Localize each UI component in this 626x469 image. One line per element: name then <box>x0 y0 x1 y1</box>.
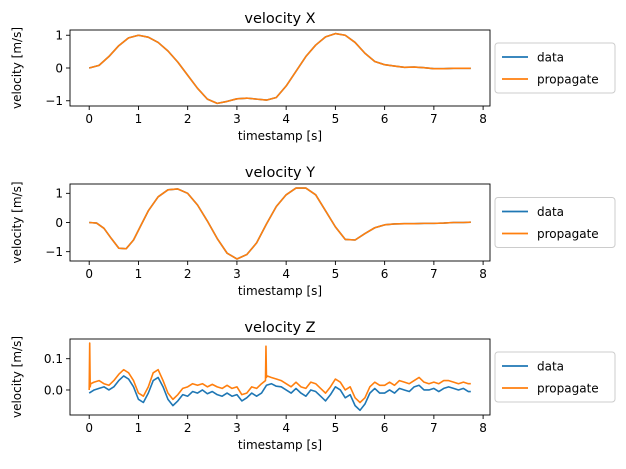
subplot-velocity-y: 0 1 2 3 4 5 6 7 8 −1 0 1 velocity Y timestamp [s] velo… <box>10 165 616 298</box>
x-tick-label: 6 <box>381 421 389 435</box>
x-tick-label: 3 <box>233 421 241 435</box>
y-axis-label: velocity [m/s] <box>10 181 24 263</box>
legend-box <box>494 351 616 403</box>
x-tick-label: 8 <box>479 112 487 126</box>
legend: data propagate <box>494 42 616 94</box>
y-axis-label: velocity [m/s] <box>10 27 24 109</box>
subplot-velocity-x: 0 1 2 3 4 5 6 7 8 −1 0 1 velocity X timestamp [s] velo… <box>10 11 616 143</box>
x-tick-label: 2 <box>184 421 192 435</box>
axes-frame <box>69 183 491 262</box>
legend: data propagate <box>494 351 616 403</box>
y-tick-label: 0 <box>55 61 63 75</box>
chart-title: velocity Z <box>244 320 315 336</box>
x-tick-label: 8 <box>479 421 487 435</box>
x-tick-label: 7 <box>430 421 438 435</box>
x-tick-label: 7 <box>430 267 438 281</box>
y-tick-label: 1 <box>55 29 63 43</box>
x-tick-label: 4 <box>282 421 290 435</box>
subplot-velocity-z: 0 1 2 3 4 5 6 7 8 0.0 0.1 velocity Z timestamp [s] ve… <box>10 320 616 452</box>
y-tick-label: 0 <box>55 216 63 230</box>
x-tick-label: 1 <box>135 421 143 435</box>
axes-frame <box>69 338 491 416</box>
legend-label-propagate: propagate <box>537 72 599 86</box>
x-axis-label: timestamp [s] <box>238 438 322 452</box>
x-tick-label: 1 <box>135 267 143 281</box>
x-tick-label: 4 <box>282 112 290 126</box>
chart-title: velocity X <box>244 11 315 27</box>
series-line-data <box>88 375 471 412</box>
x-tick-label: 3 <box>233 267 241 281</box>
x-tick-label: 3 <box>233 112 241 126</box>
y-tick-label: −1 <box>45 245 63 259</box>
y-tick-label: 1 <box>55 187 63 201</box>
legend-label-data: data <box>537 359 564 373</box>
legend: data propagate <box>494 197 616 248</box>
legend-box <box>494 197 616 248</box>
y-axis-label: velocity [m/s] <box>10 336 24 418</box>
series-line-propagate <box>88 32 471 105</box>
legend-box <box>494 42 616 94</box>
x-tick-label: 1 <box>135 112 143 126</box>
x-tick-label: 8 <box>479 267 487 281</box>
y-tick-label: 0.0 <box>44 383 63 397</box>
x-axis-label: timestamp [s] <box>238 284 322 298</box>
x-tick-label: 0 <box>85 421 93 435</box>
x-tick-label: 0 <box>85 112 93 126</box>
x-tick-label: 0 <box>85 267 93 281</box>
legend-label-propagate: propagate <box>537 227 599 241</box>
y-tick-label: −1 <box>45 94 63 108</box>
x-tick-label: 5 <box>332 112 340 126</box>
x-axis-label: timestamp [s] <box>238 129 322 143</box>
x-tick-label: 2 <box>184 267 192 281</box>
series-line-propagate <box>88 342 471 404</box>
chart-title: velocity Y <box>245 165 315 181</box>
x-tick-label: 2 <box>184 112 192 126</box>
x-tick-label: 5 <box>332 421 340 435</box>
legend-label-propagate: propagate <box>537 381 599 395</box>
legend-label-data: data <box>537 205 564 219</box>
x-tick-label: 7 <box>430 112 438 126</box>
legend-label-data: data <box>537 50 564 64</box>
series-line-propagate <box>89 187 471 260</box>
x-tick-label: 6 <box>381 267 389 281</box>
x-tick-label: 6 <box>381 112 389 126</box>
y-tick-label: 0.1 <box>44 352 63 366</box>
x-tick-label: 5 <box>332 267 340 281</box>
x-tick-label: 4 <box>282 267 290 281</box>
